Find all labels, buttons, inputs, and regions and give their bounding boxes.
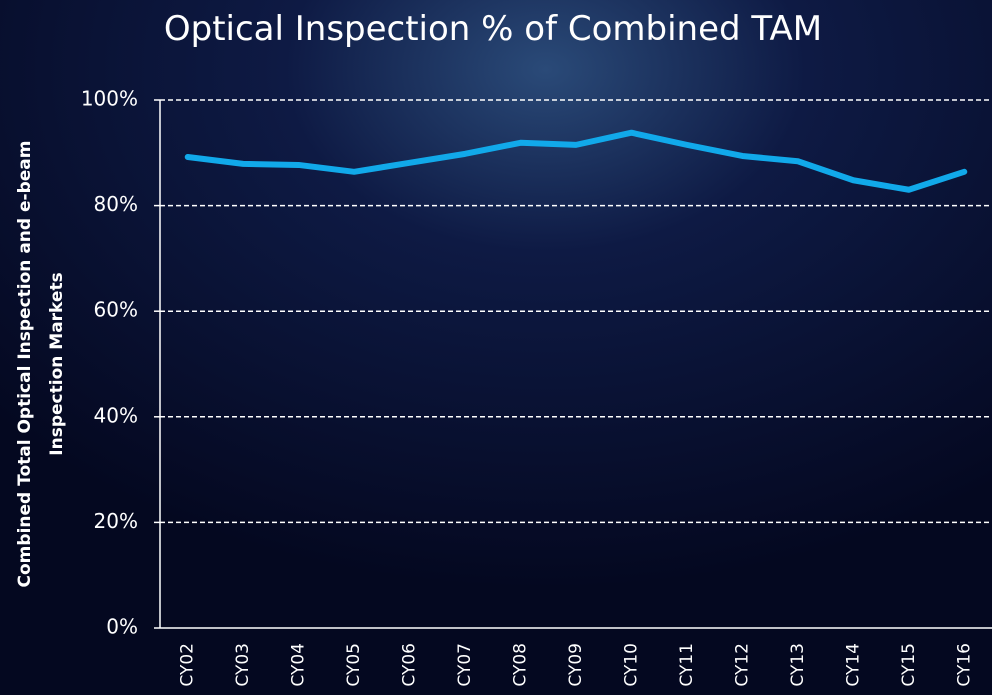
chart-title: Optical Inspection % of Combined TAM [164,9,822,49]
y-tick-label: 100% [81,87,138,111]
x-tick-label: CY10 [621,643,641,687]
x-tick-label: CY15 [899,643,919,687]
x-tick-label: CY07 [455,643,475,687]
x-tick-label: CY14 [843,643,863,687]
x-tick-label: CY16 [954,643,974,687]
y-axis-label: Combined Total Optical Inspection and e-… [15,141,35,588]
y-axis-label: Inspection Markets [47,272,67,455]
x-tick-label: CY11 [677,643,697,687]
x-tick-label: CY09 [566,643,586,687]
y-tick-label: 40% [94,403,138,427]
x-tick-label: CY13 [788,643,808,687]
data-line [184,129,968,193]
x-tick-label: CY04 [289,643,309,687]
x-tick-label: CY05 [344,643,364,687]
y-tick-label: 60% [94,298,138,322]
y-tick-label: 20% [94,509,138,533]
y-tick-label: 80% [94,192,138,216]
x-tick-label: CY12 [732,643,752,687]
x-tick-label: CY02 [178,643,198,687]
x-tick-label: CY08 [511,643,531,687]
x-tick-label: CY03 [233,643,253,687]
y-tick-label: 0% [106,615,138,639]
x-tick-label: CY06 [400,643,420,687]
